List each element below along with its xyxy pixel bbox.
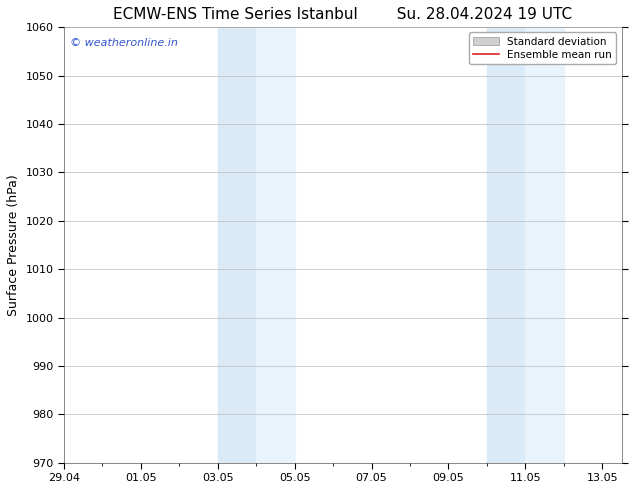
- Title: ECMW-ENS Time Series Istanbul        Su. 28.04.2024 19 UTC: ECMW-ENS Time Series Istanbul Su. 28.04.…: [113, 7, 573, 22]
- Legend: Standard deviation, Ensemble mean run: Standard deviation, Ensemble mean run: [469, 32, 616, 64]
- Bar: [256, 27, 295, 463]
- Text: © weatheronline.in: © weatheronline.in: [70, 38, 178, 48]
- Y-axis label: Surface Pressure (hPa): Surface Pressure (hPa): [7, 174, 20, 316]
- Bar: [218, 27, 256, 463]
- Bar: [487, 27, 526, 463]
- Bar: [526, 27, 564, 463]
